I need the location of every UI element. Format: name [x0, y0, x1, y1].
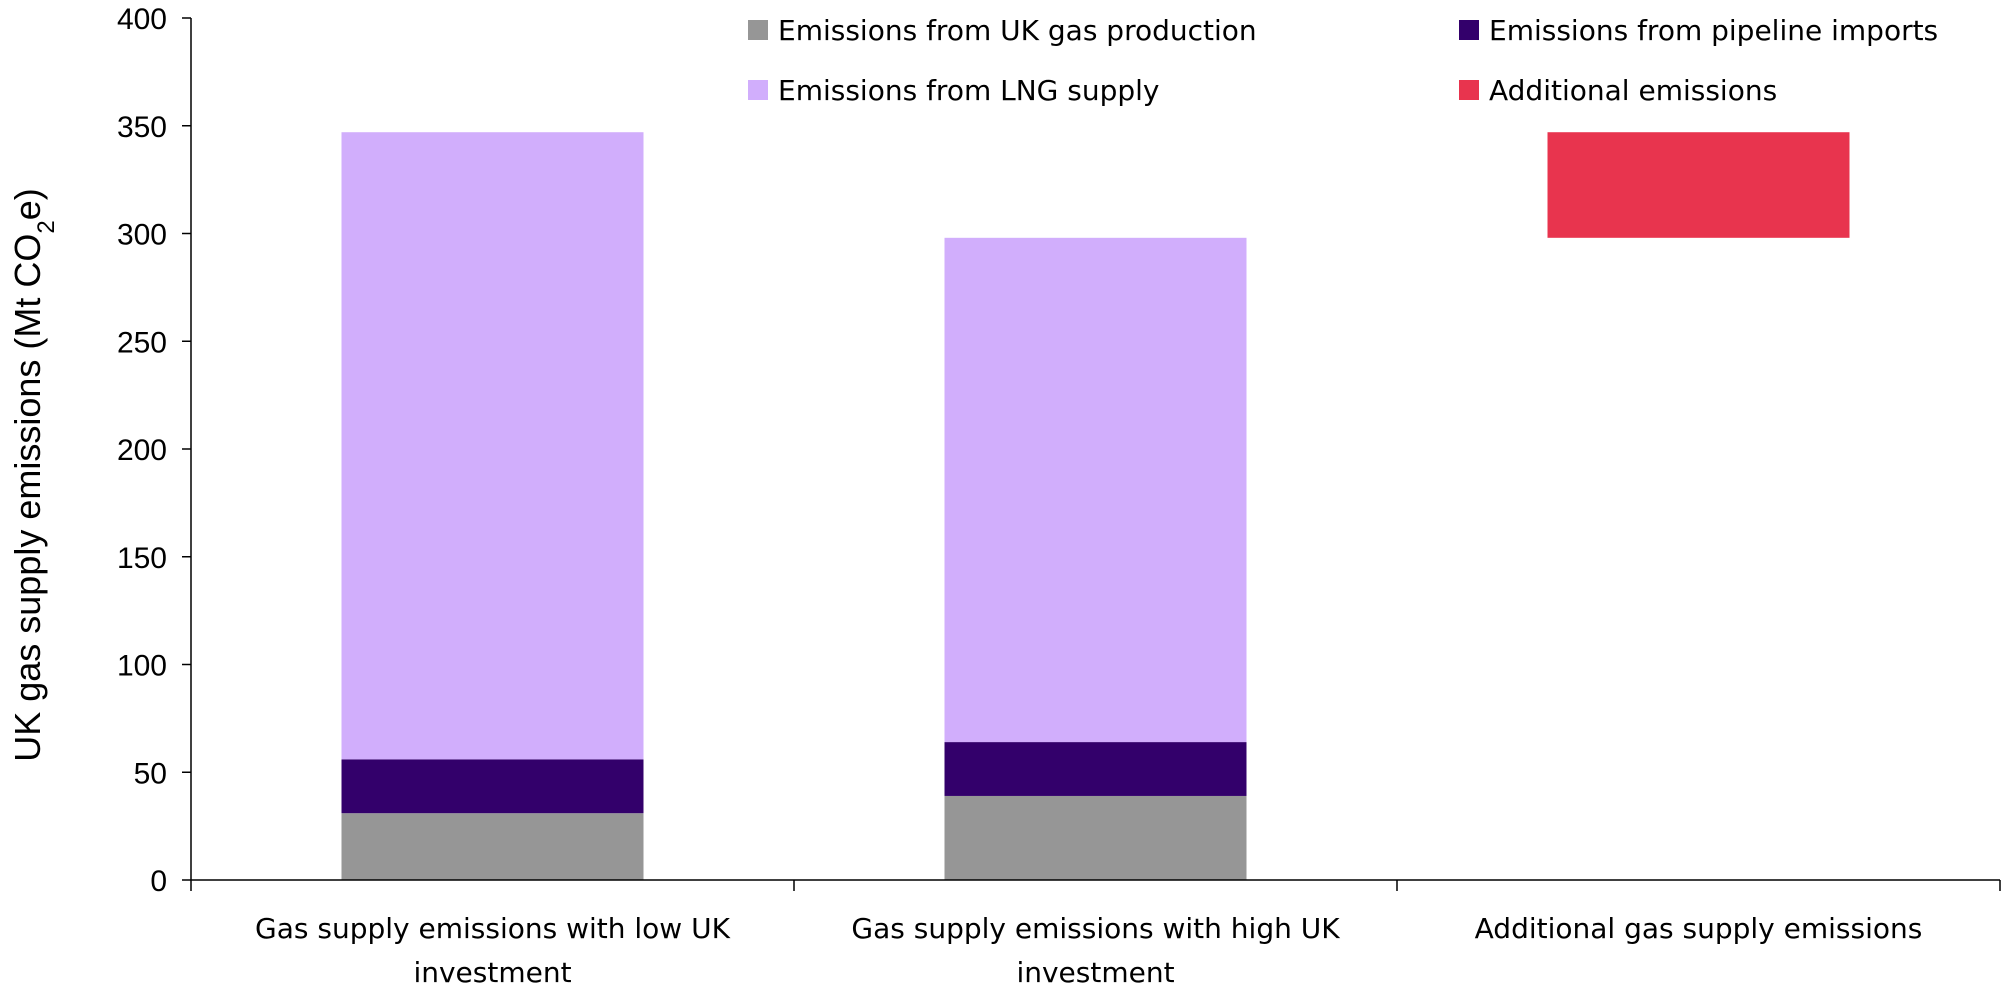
y-tick-label: 50 — [134, 757, 167, 790]
y-tick-label: 350 — [117, 111, 167, 144]
y-tick-label: 250 — [117, 326, 167, 359]
legend-swatch — [748, 20, 768, 40]
legend: Emissions from UK gas production Emission… — [748, 14, 1938, 107]
legend-swatch — [1459, 80, 1479, 100]
bar-segment — [341, 759, 644, 814]
legend-label: Emissions from pipeline imports — [1489, 14, 1938, 47]
bar-segment — [944, 795, 1247, 880]
y-axis-label: UK gas supply emissions (Mt CO2e) — [7, 188, 60, 762]
legend-label: Additional emissions — [1489, 74, 1777, 107]
bar-segment — [944, 742, 1247, 796]
bar-segment — [1547, 132, 1850, 238]
axes: 0 50 100 150 200 250 300 350 400 Gas supply emiss… — [117, 3, 2001, 985]
bar-segment — [944, 237, 1247, 743]
bar-segment — [341, 132, 644, 760]
y-tick-label: 400 — [117, 3, 167, 36]
y-tick-label: 0 — [150, 865, 167, 898]
y-tick-label: 150 — [117, 542, 167, 575]
x-category-label: Gas supply emissions with low UK investme… — [255, 912, 731, 985]
y-axis-label-subscript: 2 — [33, 220, 60, 233]
legend-label: Emissions from UK gas production — [778, 14, 1257, 47]
y-tick-label: 300 — [117, 219, 167, 252]
bars — [341, 132, 1850, 880]
y-tick-label: 200 — [117, 434, 167, 467]
legend-swatch — [748, 80, 768, 100]
x-category-label: Additional gas supply emissions — [1475, 912, 1923, 945]
legend-label: Emissions from LNG supply — [778, 74, 1160, 107]
x-category-label: Gas supply emissions with high UK investm… — [851, 912, 1340, 985]
y-tick-label: 100 — [117, 650, 167, 683]
legend-swatch — [1459, 20, 1479, 40]
bar-segment — [341, 813, 644, 880]
